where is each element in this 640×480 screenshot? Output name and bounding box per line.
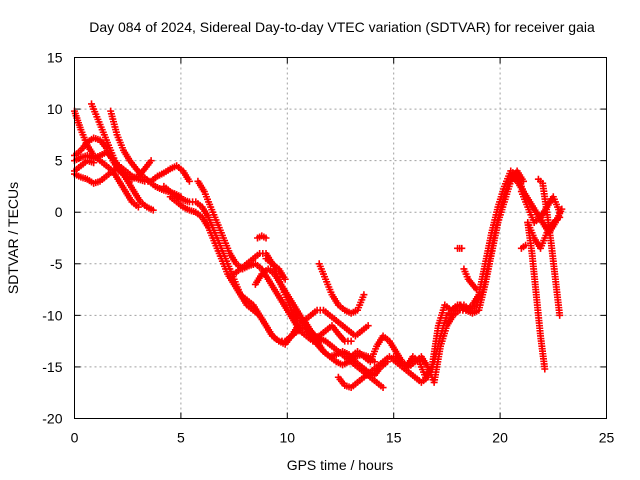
x-tick-label: 15: [386, 430, 402, 446]
x-tick-label: 25: [599, 430, 615, 446]
x-tick-label: 10: [280, 430, 296, 446]
data-point: [360, 291, 368, 299]
chart-title: Day 084 of 2024, Sidereal Day-to-day VTE…: [89, 19, 595, 35]
data-point: [185, 177, 193, 185]
data-point: [281, 275, 289, 283]
y-tick-label: 5: [55, 153, 63, 169]
data-point: [90, 159, 98, 167]
data-point: [473, 286, 481, 294]
y-axis-label: SDTVAR / TECUs: [5, 182, 21, 294]
series-arc-5: [71, 162, 193, 187]
data-point: [347, 337, 355, 345]
y-tick-label: -5: [50, 256, 63, 272]
series-arc-2: [71, 107, 142, 211]
series-arc-13: [262, 255, 289, 283]
data-point: [522, 241, 530, 249]
y-tick-label: -15: [42, 359, 62, 375]
y-tick-label: -10: [42, 307, 62, 323]
y-tick-label: -20: [42, 411, 62, 427]
data-point: [541, 365, 549, 373]
y-tick-label: 0: [55, 204, 63, 220]
data-point: [262, 234, 270, 242]
series-arc-6: [71, 148, 117, 165]
tick-labels: 0 5 10 15 20 25 -20 -15 -10 -5 0 5 10 15: [42, 50, 614, 446]
data-point: [379, 384, 387, 392]
plot-frame: [74, 57, 607, 419]
series-arc-22: [517, 188, 564, 227]
x-tick-label: 5: [177, 430, 185, 446]
data-point: [364, 322, 372, 330]
y-tick-label: 10: [47, 101, 63, 117]
data-point: [109, 155, 117, 163]
series-arc-14: [254, 232, 270, 242]
series-arc-26: [517, 241, 530, 252]
series-arc-9: [166, 193, 379, 369]
series-arc-19: [454, 244, 466, 252]
data-point: [556, 213, 564, 221]
series-arc-12: [251, 265, 387, 392]
series-arc-4: [107, 107, 185, 201]
series-arc-3: [88, 100, 157, 214]
x-axis-label: GPS time / hours: [287, 457, 394, 473]
series-arc-24: [524, 219, 549, 373]
data-point: [134, 203, 142, 211]
x-tick-label: 20: [492, 430, 508, 446]
y-tick-label: 15: [47, 50, 63, 66]
x-tick-label: 0: [71, 430, 79, 446]
data-point: [149, 206, 157, 214]
data-point: [147, 157, 155, 165]
series-arc-18: [390, 172, 525, 381]
series-arc-15: [315, 260, 368, 317]
series-arc-20: [460, 265, 481, 294]
data-points: [71, 100, 566, 392]
series-arc-25: [534, 175, 564, 319]
data-point: [458, 244, 466, 252]
data-point: [556, 311, 564, 319]
